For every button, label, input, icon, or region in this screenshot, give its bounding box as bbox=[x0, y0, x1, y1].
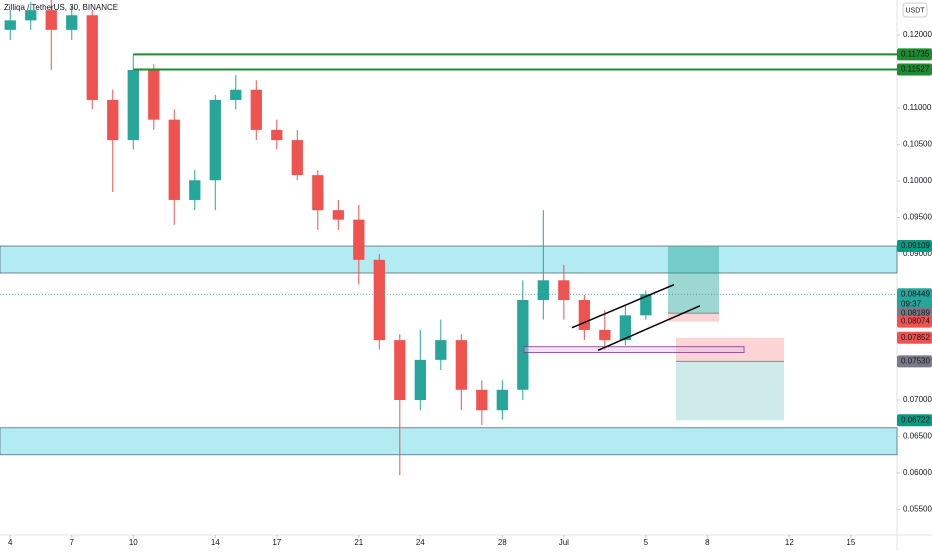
x-tick-label: 10 bbox=[129, 538, 138, 547]
candle-body bbox=[558, 280, 570, 300]
price-badge bbox=[897, 315, 932, 328]
candle-body bbox=[66, 15, 78, 30]
candle-body bbox=[209, 99, 221, 181]
price-badge bbox=[897, 240, 932, 253]
support-zone bbox=[0, 427, 898, 456]
candle-body bbox=[435, 340, 447, 360]
candle-body bbox=[168, 119, 180, 200]
y-tick-label: 0.06000 bbox=[903, 468, 932, 477]
y-tick-label: 0.10500 bbox=[903, 140, 932, 149]
candle-body bbox=[394, 340, 406, 401]
price-badge-label: 0.09109 bbox=[901, 241, 930, 250]
candle-body bbox=[332, 210, 344, 220]
candle-body bbox=[455, 340, 467, 390]
currency-badge[interactable] bbox=[902, 2, 928, 18]
y-tick-label: 0.09000 bbox=[903, 249, 932, 258]
candle-body bbox=[4, 20, 16, 30]
candle-body bbox=[640, 294, 652, 316]
x-tick-label: 4 bbox=[8, 538, 13, 547]
candle-body bbox=[45, 10, 57, 30]
y-tick-label: 0.10000 bbox=[903, 176, 932, 185]
x-tick-label: 17 bbox=[272, 538, 281, 547]
candle-body bbox=[312, 175, 324, 211]
candle-body bbox=[291, 140, 303, 176]
price-badge-label: 0.08449 bbox=[901, 289, 930, 298]
x-tick-label: 7 bbox=[70, 538, 75, 547]
candle-body bbox=[373, 259, 385, 341]
candle-body bbox=[353, 219, 365, 260]
candle-body bbox=[86, 15, 98, 100]
x-tick-label: 21 bbox=[354, 538, 363, 547]
price-badge bbox=[897, 331, 932, 344]
long-target-area bbox=[667, 246, 720, 314]
x-tick-label: 15 bbox=[846, 538, 855, 547]
x-tick-label: Jul bbox=[559, 538, 569, 547]
price-badge-label: 0.11735 bbox=[901, 49, 930, 58]
x-tick-label: 14 bbox=[211, 538, 220, 547]
y-tick-label: 0.09500 bbox=[903, 213, 932, 222]
trendline bbox=[597, 305, 701, 352]
candle-body bbox=[537, 280, 549, 300]
y-tick-label: 0.05500 bbox=[903, 505, 932, 514]
candle-body bbox=[230, 89, 242, 100]
y-tick-label: 0.12000 bbox=[903, 30, 932, 39]
price-badge-label: 0.06722 bbox=[901, 415, 930, 424]
x-tick-label: 28 bbox=[498, 538, 507, 547]
y-tick-label: 0.11000 bbox=[903, 103, 932, 112]
x-tick-label: 12 bbox=[785, 538, 794, 547]
price-badge bbox=[897, 355, 932, 368]
candle-body bbox=[414, 359, 426, 401]
candle-body bbox=[496, 389, 508, 411]
currency-label: USDT bbox=[905, 7, 925, 14]
price-badge-label: 0.07852 bbox=[901, 333, 930, 342]
range-rectangle bbox=[523, 346, 745, 353]
candle-body bbox=[619, 315, 631, 341]
x-tick-label: 24 bbox=[416, 538, 425, 547]
price-badge-label: 0.07530 bbox=[901, 356, 930, 365]
chart-title: Zilliqa / TetherUS, 30, BINANCE bbox=[4, 3, 118, 12]
price-badge bbox=[897, 414, 932, 427]
price-badge-label: 0.08189 bbox=[901, 308, 930, 317]
candle-body bbox=[107, 99, 119, 141]
candle-body bbox=[189, 180, 201, 200]
price-badge bbox=[897, 48, 932, 61]
candle-body bbox=[25, 10, 37, 21]
short-stop-area bbox=[675, 337, 785, 362]
price-badge-label: 0.08074 bbox=[901, 317, 930, 326]
y-tick-label: 0.06500 bbox=[903, 432, 932, 441]
candle-body bbox=[127, 70, 139, 141]
candle-body bbox=[599, 329, 611, 341]
trendline bbox=[571, 283, 675, 329]
price-badge bbox=[897, 288, 932, 311]
candle-body bbox=[271, 129, 283, 141]
x-tick-label: 8 bbox=[705, 538, 710, 547]
x-tick-label: 5 bbox=[644, 538, 649, 547]
candle-body bbox=[517, 299, 529, 390]
support-zone bbox=[0, 245, 898, 274]
price-badge-label: 0.11527 bbox=[901, 65, 930, 74]
candle-body bbox=[148, 70, 160, 120]
short-target-area bbox=[675, 361, 785, 421]
candle-body bbox=[250, 89, 262, 130]
candle-body bbox=[578, 299, 590, 330]
candle-body bbox=[476, 389, 488, 411]
countdown-label: 09:37 bbox=[901, 299, 922, 308]
price-badge bbox=[897, 63, 932, 76]
y-tick-label: 0.07000 bbox=[903, 395, 932, 404]
long-stop-area bbox=[667, 313, 720, 322]
